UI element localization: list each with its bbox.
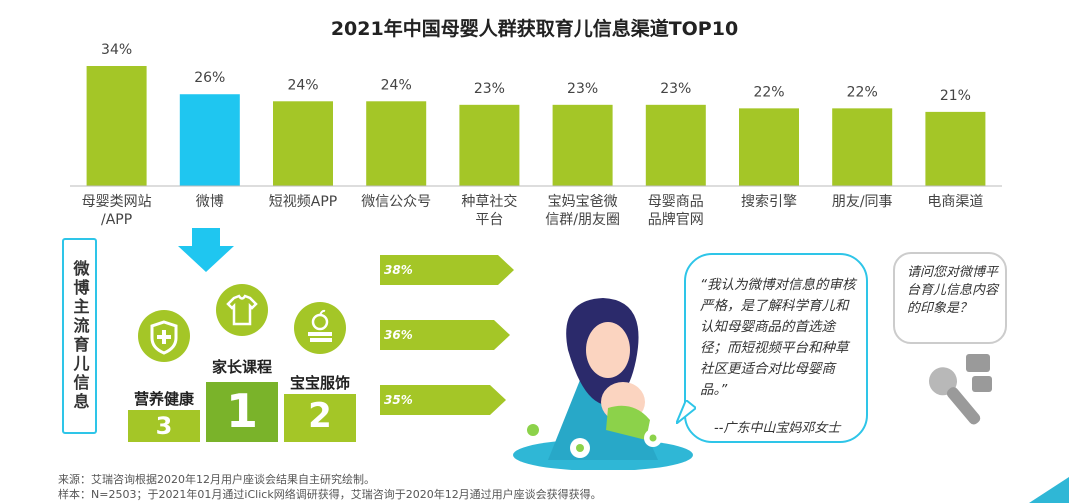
podium-label: 宝宝服饰 <box>289 374 350 392</box>
bar-value-label: 34% <box>101 42 132 58</box>
chart-title: 2021年中国母婴人群获取育儿信息渠道TOP10 <box>330 18 739 40</box>
category-label: 宝妈宝爸微 <box>548 194 618 210</box>
bar <box>459 104 520 186</box>
podium-parent-course: 家长课程 1 <box>206 284 278 442</box>
shield-cross-icon <box>138 310 190 362</box>
podium-baby-clothing: 宝宝服饰 2 <box>284 302 356 442</box>
question-text: 请问您对微博平台育儿信息内容的印象是？ <box>907 265 999 316</box>
bar <box>86 66 147 186</box>
category-label: 朋友/同事 <box>832 194 893 210</box>
quote-author: --广东中山宝妈邓女士 <box>714 421 841 436</box>
quote-text: “我认为微博对信息的审核严格，是了解科学育儿和认知母婴商品的首选途径；而短视频平… <box>700 277 856 398</box>
bar-value-label: 22% <box>753 84 784 100</box>
stripe-label: 38% <box>384 263 413 277</box>
podium-rank: 1 <box>225 384 258 438</box>
apple-books-icon <box>294 302 346 354</box>
bar-value-label: 24% <box>287 77 318 93</box>
bar-value-label: 24% <box>381 77 412 93</box>
bar <box>739 108 799 186</box>
podium-block: 2 <box>284 394 356 442</box>
category-label: 母婴商品 <box>648 194 704 210</box>
podium-label: 营养健康 <box>133 390 194 408</box>
bar <box>832 108 893 186</box>
category-label: 电商渠道 <box>927 194 983 210</box>
bar <box>273 101 333 186</box>
podium-block: 3 <box>128 410 200 442</box>
source-note: 来源：艾瑞咨询根据2020年12月用户座谈会结果自主研究绘制。 <box>58 473 375 486</box>
category-label: 搜索引擎 <box>741 193 797 210</box>
category-label: 微博 <box>196 193 224 210</box>
podium-nutrition: 营养健康 3 <box>128 310 200 442</box>
percentage-stripes <box>380 255 514 415</box>
stripe-label: 35% <box>384 393 413 407</box>
category-label: 信群/朋友圈 <box>545 212 620 228</box>
bar-value-label: 23% <box>474 81 505 97</box>
bar-value-label: 23% <box>567 81 598 97</box>
podium-rank: 3 <box>155 412 173 440</box>
bar-chart: 34% 母婴类网站/APP 26% 微博 24% 短视频APP 24% 微信公众号 23% 种草社… <box>70 42 1002 228</box>
bar-value-label: 26% <box>194 70 225 86</box>
bar <box>366 101 427 186</box>
question-bubble: 请问您对微博平台育儿信息内容的印象是？ <box>893 252 1007 344</box>
down-arrow-icon <box>178 228 234 272</box>
stripe-label: 36% <box>384 328 413 342</box>
bar-value-label: 23% <box>660 81 691 97</box>
tshirt-icon <box>216 284 268 336</box>
weibo-info-panel: 微博主流育儿信息 <box>62 238 97 434</box>
category-label: 微信公众号 <box>361 194 431 210</box>
category-label: 平台 <box>475 212 503 228</box>
bar-value-label: 22% <box>847 84 878 100</box>
mother-baby-illustration <box>513 298 693 470</box>
bar <box>179 94 240 186</box>
sample-note: 样本：N=2503；于2021年01月通过iClick网络调研获得，艾瑞咨询于2… <box>58 488 602 501</box>
category-label: 品牌官网 <box>648 211 704 228</box>
microphone-icon <box>929 354 992 425</box>
bubble-tail <box>676 400 696 424</box>
bar-value-label: 21% <box>940 88 971 104</box>
category-label: 短视频APP <box>269 194 337 210</box>
corner-decoration <box>1029 477 1069 503</box>
category-label: 母婴类网站 <box>82 194 152 210</box>
weibo-info-label: 微博主流育儿信息 <box>70 260 90 412</box>
category-label: 种草社交 <box>461 193 517 210</box>
bar <box>925 111 986 186</box>
bar <box>645 104 706 186</box>
quote-bubble: “我认为微博对信息的审核严格，是了解科学育儿和认知母婴商品的首选途径；而短视频平… <box>684 253 868 443</box>
podium-block: 1 <box>206 382 278 442</box>
podium-label: 家长课程 <box>211 358 272 376</box>
podium-rank: 2 <box>308 396 332 436</box>
category-label: /APP <box>101 212 132 228</box>
bar <box>552 104 613 186</box>
